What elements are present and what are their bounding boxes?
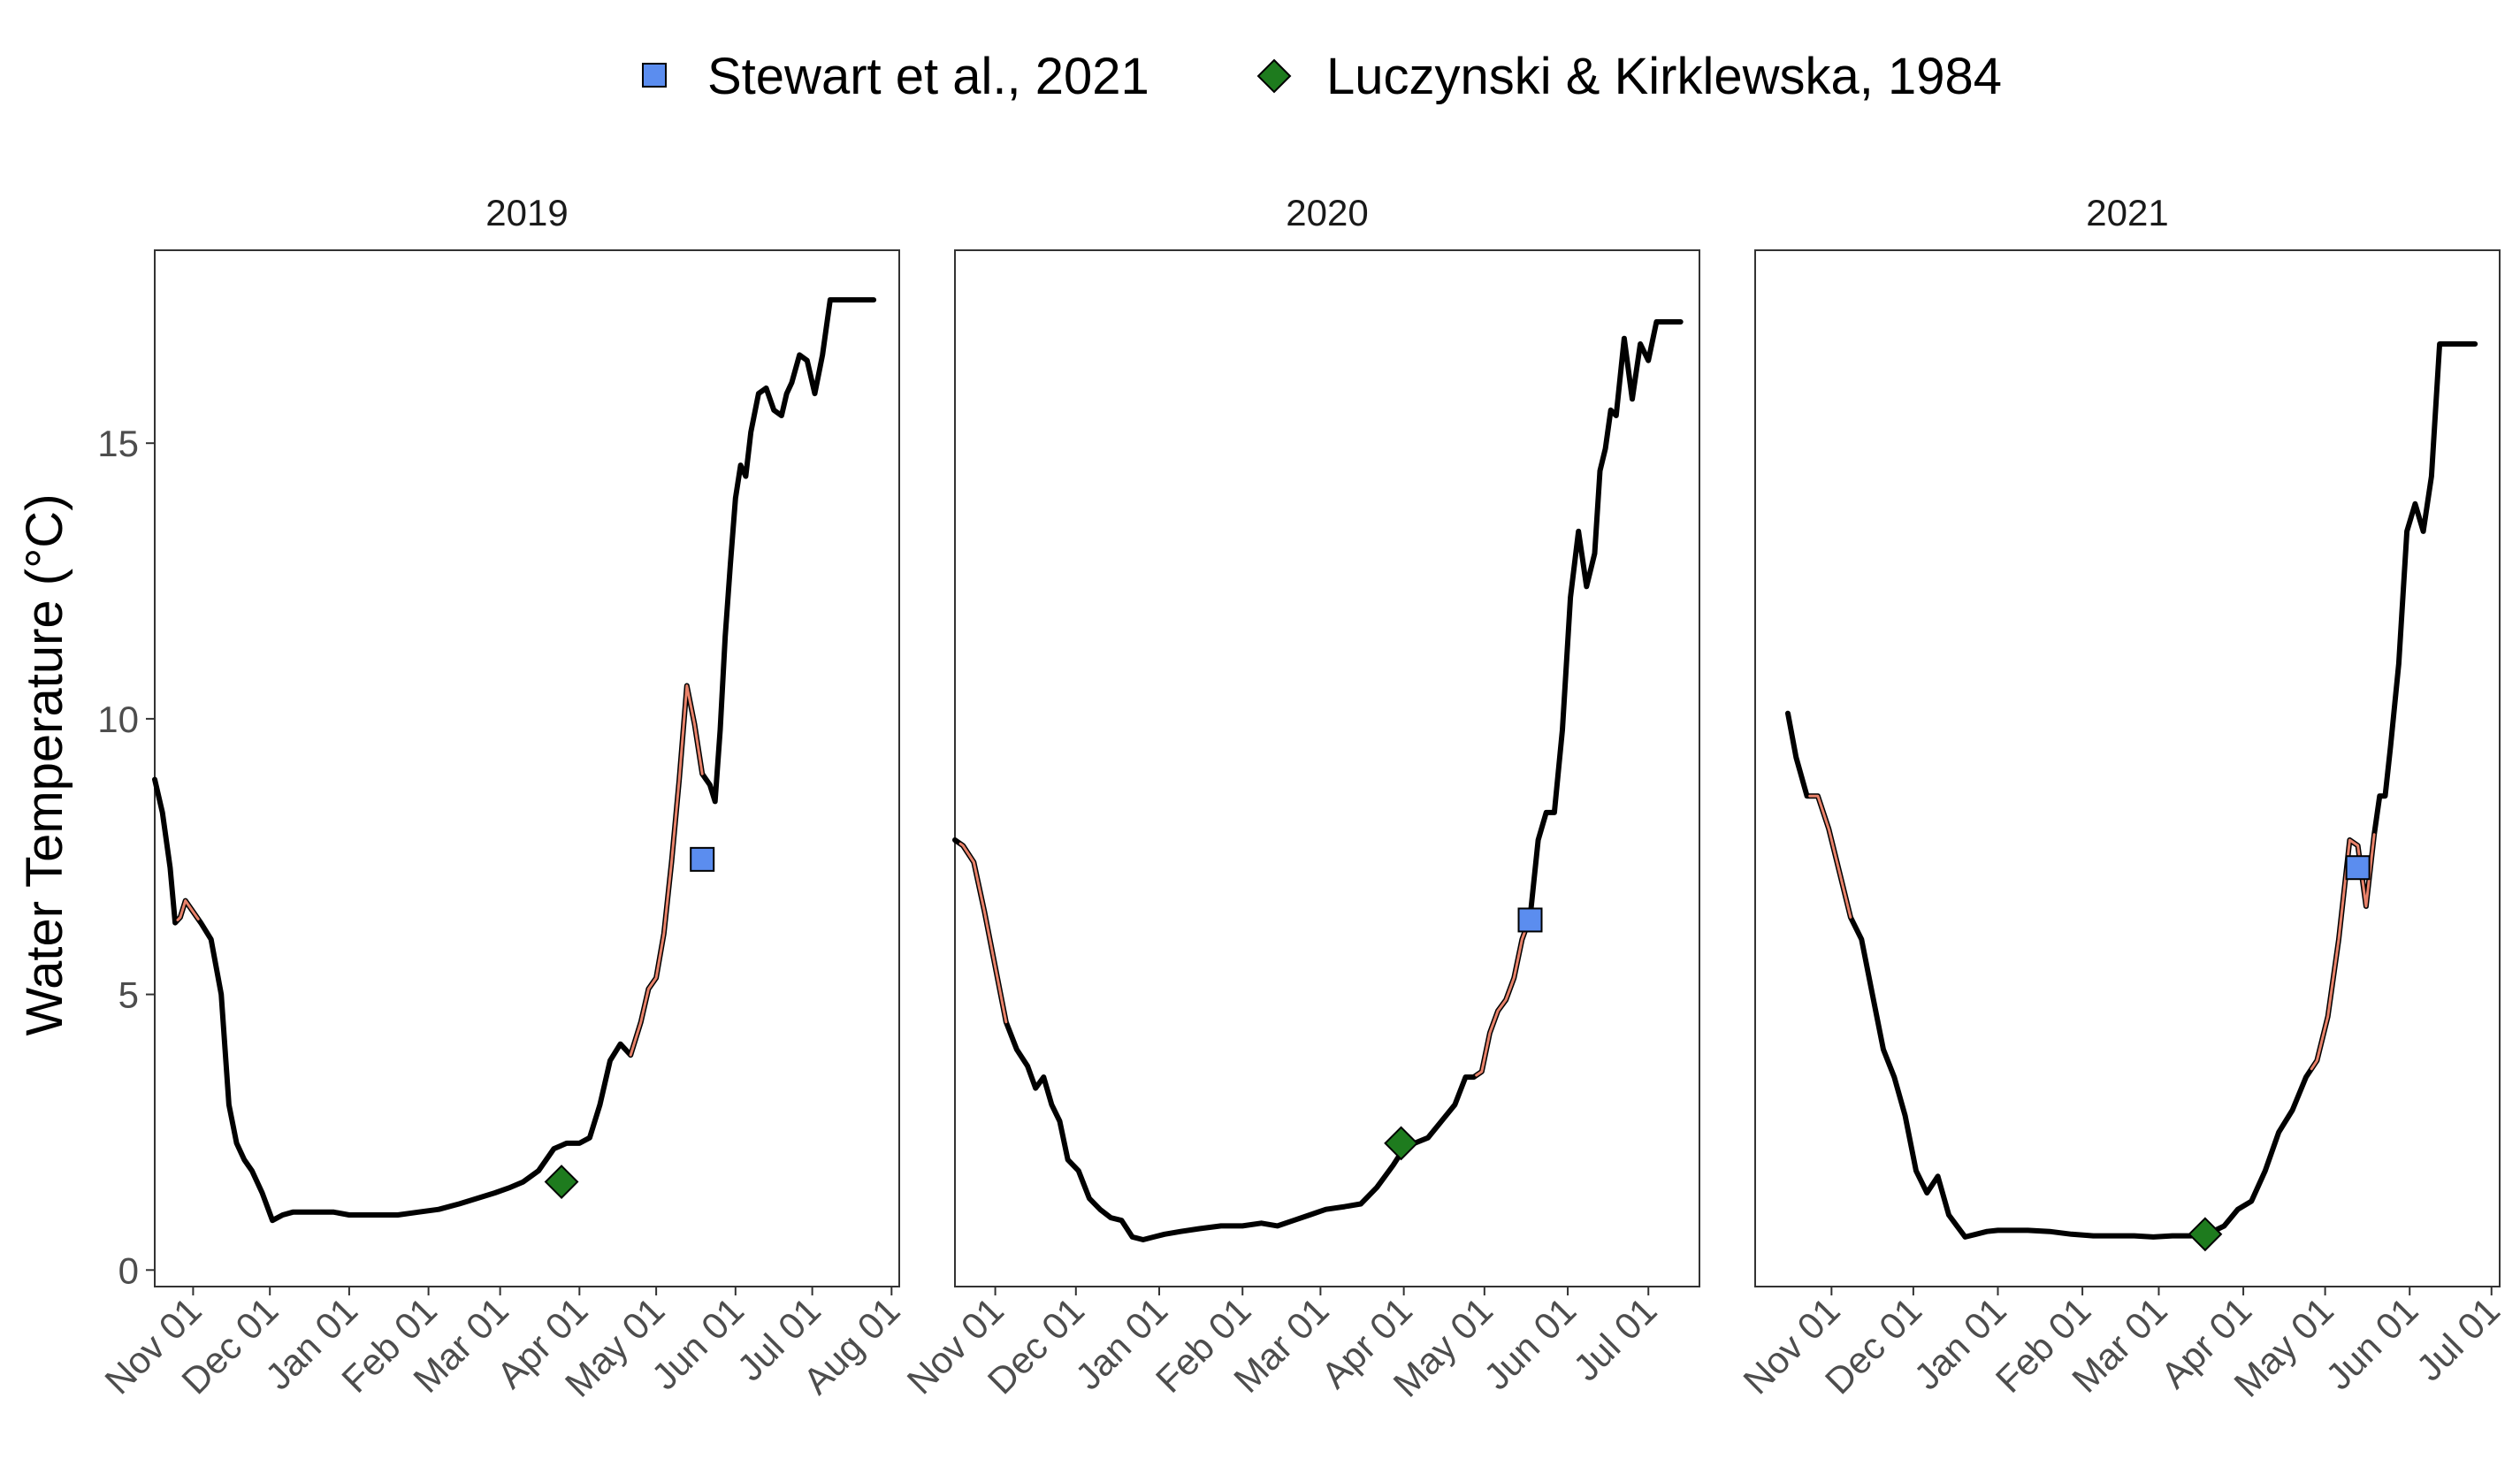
highlight-segment <box>958 842 1008 1024</box>
highlight-segment <box>629 684 704 1057</box>
x-tick-label: Jun 01 <box>2318 1289 2425 1397</box>
y-axis-label: Water Temperature (°C) <box>16 493 73 1035</box>
x-tick-label: Jul 01 <box>1565 1289 1664 1388</box>
luczynski-diamond-marker <box>544 1165 579 1199</box>
temperature-line <box>1785 341 2478 1240</box>
stewart-square-marker <box>1517 907 1543 933</box>
temperature-line <box>152 297 877 1224</box>
legend-diamond-marker <box>1256 58 1292 94</box>
panel-title: 2019 <box>485 192 568 233</box>
highlight-segment <box>176 899 200 921</box>
highlight-segment <box>1475 915 1531 1077</box>
luczynski-diamond-marker <box>1384 1126 1419 1161</box>
luczynski-diamond-marker <box>2188 1217 2223 1252</box>
legend-label-luczynski: Luczynski & Kirklewska, 1984 <box>1326 48 2002 105</box>
x-tick-label: Jun 01 <box>644 1289 752 1397</box>
y-tick-label: 0 <box>118 1249 139 1291</box>
legend: Stewart et al., 2021 Luczynski & Kirklew… <box>642 48 2002 105</box>
legend-square-marker <box>642 63 667 88</box>
panel-title: 2021 <box>2086 192 2168 233</box>
y-tick-label: 10 <box>97 699 139 740</box>
x-tick-label: Jul 01 <box>2409 1289 2508 1388</box>
legend-item-luczynski: Luczynski & Kirklewska, 1984 <box>1256 48 2002 105</box>
y-tick-label: 5 <box>118 974 139 1016</box>
highlight-segment <box>1808 794 1852 919</box>
panel-border <box>1754 249 2501 1287</box>
panel-title: 2020 <box>1286 192 1368 233</box>
stewart-square-marker <box>2345 855 2371 881</box>
temperature-line <box>952 319 1684 1242</box>
legend-label-stewart: Stewart et al., 2021 <box>707 48 1149 105</box>
legend-item-stewart: Stewart et al., 2021 <box>642 48 1149 105</box>
panel-border <box>954 249 1700 1287</box>
y-tick-label: 15 <box>97 423 139 464</box>
highlight-segment <box>2310 833 2376 1071</box>
panel-border <box>154 249 900 1287</box>
stewart-square-marker <box>690 846 715 872</box>
x-tick-label: Jun 01 <box>1476 1289 1584 1397</box>
